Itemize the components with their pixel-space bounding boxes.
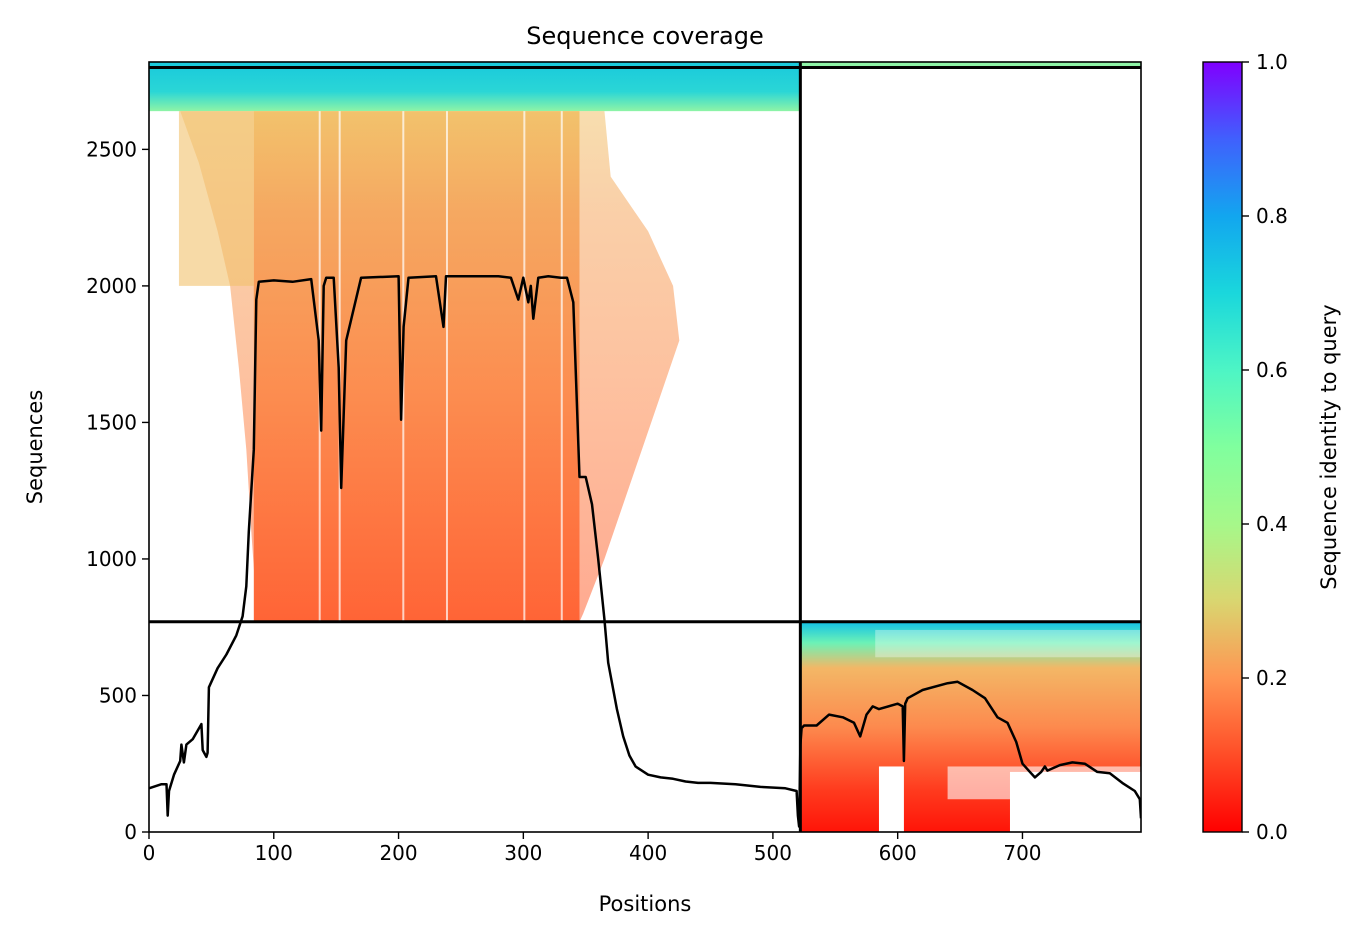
x-tick-label: 500: [754, 841, 792, 865]
x-tick-label: 0: [143, 841, 156, 865]
x-tick-label: 200: [379, 841, 417, 865]
y-tick-label: 2500: [86, 137, 137, 161]
x-axis-label: Positions: [599, 892, 692, 916]
colorbar-label: Sequence identity to query: [1317, 304, 1341, 589]
coverage-heatmap: [149, 62, 1141, 832]
colorbar-tick-label: 0.8: [1256, 204, 1288, 228]
colorbar-ticks: 0.0 0.2 0.4 0.6 0.8 1.0: [1242, 50, 1288, 844]
coverage-line: [149, 275, 1141, 828]
heatmap-top-band: [149, 62, 801, 112]
colorbar-tick-label: 1.0: [1256, 50, 1288, 74]
colorbar-tick-label: 0.0: [1256, 820, 1288, 844]
colorbar-tick-label: 0.6: [1256, 358, 1288, 382]
x-tick-label: 700: [1003, 841, 1041, 865]
heatmap-main-core: [253, 111, 580, 622]
x-axis-ticks: 0 100 200 300 400 500 600 700: [143, 832, 1042, 865]
y-tick-label: 1500: [86, 410, 137, 434]
colorbar: [1202, 61, 1243, 833]
plot-frame: [148, 61, 1142, 833]
heatmap-gap-stripe: [523, 111, 526, 622]
heatmap-paired-cutout: [947, 766, 1141, 800]
y-tick-label: 2000: [86, 274, 137, 298]
boundary-lines: [149, 62, 1141, 832]
y-tick-label: 500: [99, 683, 137, 707]
chart-title: Sequence coverage: [526, 22, 763, 50]
heatmap-top-band-b: [800, 62, 1141, 67]
heatmap-gap-stripe: [560, 111, 563, 622]
heatmap-paired-cutout: [875, 629, 1141, 658]
heatmap-gap-stripe: [445, 111, 448, 622]
heatmap-paired-cutout: [878, 766, 904, 832]
x-tick-label: 600: [879, 841, 917, 865]
x-tick-label: 400: [629, 841, 667, 865]
y-tick-label: 0: [124, 820, 137, 844]
y-tick-label: 1000: [86, 547, 137, 571]
x-tick-label: 100: [255, 841, 293, 865]
heatmap-upper-left: [178, 111, 254, 286]
x-tick-label: 300: [504, 841, 542, 865]
colorbar-tick-label: 0.2: [1256, 666, 1288, 690]
colorbar-tick-label: 0.4: [1256, 512, 1288, 536]
y-axis-ticks: 0 500 1000 1500 2000 2500: [86, 137, 149, 844]
y-axis-label: Sequences: [23, 390, 47, 505]
